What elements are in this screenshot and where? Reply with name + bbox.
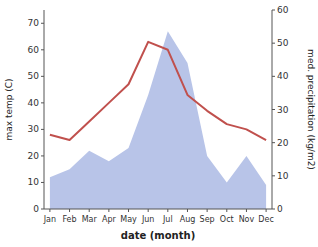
y2-tick-label: 60 xyxy=(277,5,289,15)
y-tick-label: 10 xyxy=(28,177,40,187)
y-tick-label: 60 xyxy=(28,45,40,55)
y2-tick xyxy=(272,10,275,11)
y-axis-line xyxy=(44,10,45,209)
x-tick xyxy=(226,209,227,212)
y-tick xyxy=(41,209,44,210)
y2-tick-label: 50 xyxy=(277,38,289,48)
axes: 0 10 20 30 40 50 60 70 0 10 20 30 40 50 60 Jan Feb Mar Apr… xyxy=(28,5,289,224)
x-tick-label: Jul xyxy=(162,215,173,224)
temperature-line xyxy=(50,42,266,140)
x-tick-label: Oct xyxy=(220,215,234,224)
x-tick-label: Jun xyxy=(141,215,155,224)
x-tick xyxy=(49,209,50,212)
y-tick-label: 50 xyxy=(28,71,40,81)
x-tick xyxy=(266,209,267,212)
y-tick-label: 20 xyxy=(28,151,40,161)
y-tick xyxy=(41,155,44,156)
x-tick xyxy=(108,209,109,212)
x-axis-label: date (month) xyxy=(121,230,195,241)
x-tick-label: Feb xyxy=(62,215,76,224)
y-tick xyxy=(41,129,44,130)
x-tick xyxy=(148,209,149,212)
x-tick xyxy=(246,209,247,212)
y-tick-label: 70 xyxy=(28,18,40,28)
x-tick xyxy=(207,209,208,212)
y-tick xyxy=(41,49,44,50)
chart-container: 0 10 20 30 40 50 60 70 0 10 20 30 40 50 60 Jan Feb Mar Apr… xyxy=(0,0,318,247)
x-tick-label: Mar xyxy=(82,215,98,224)
y2-tick-label: 0 xyxy=(277,204,283,214)
y2-tick xyxy=(272,76,275,77)
y2-tick-label: 10 xyxy=(277,171,289,181)
y-tick-label: 40 xyxy=(28,98,40,108)
plot-area xyxy=(50,31,266,209)
y-tick xyxy=(41,182,44,183)
x-tick-label: May xyxy=(120,215,137,224)
x-tick xyxy=(89,209,90,212)
y2-tick-label: 30 xyxy=(277,105,289,115)
y2-tick xyxy=(272,209,275,210)
y-tick xyxy=(41,76,44,77)
x-tick-label: Nov xyxy=(239,215,255,224)
y2-axis-label: med. precipitation (kg/m2) xyxy=(306,49,316,170)
x-axis-line xyxy=(44,209,272,210)
y2-tick xyxy=(272,109,275,110)
y2-tick xyxy=(272,142,275,143)
y2-tick-label: 20 xyxy=(277,138,289,148)
x-tick-label: Jan xyxy=(43,215,56,224)
y-tick xyxy=(41,102,44,103)
chart: 0 10 20 30 40 50 60 70 0 10 20 30 40 50 60 Jan Feb Mar Apr… xyxy=(0,0,318,247)
x-tick-label: Apr xyxy=(102,215,117,224)
x-tick-label: Sep xyxy=(200,215,215,224)
x-tick xyxy=(187,209,188,212)
y2-tick xyxy=(272,43,275,44)
y-tick-label: 0 xyxy=(33,204,39,214)
x-tick xyxy=(69,209,70,212)
y2-tick xyxy=(272,175,275,176)
precipitation-area xyxy=(50,31,266,209)
y-tick-label: 30 xyxy=(28,124,40,134)
x-tick-label: Aug xyxy=(180,215,196,224)
x-tick-label: Dec xyxy=(258,215,273,224)
x-tick xyxy=(128,209,129,212)
y-tick xyxy=(41,23,44,24)
y2-tick-label: 40 xyxy=(277,71,289,81)
y-axis-label: max temp (C) xyxy=(4,78,14,140)
x-tick xyxy=(167,209,168,212)
